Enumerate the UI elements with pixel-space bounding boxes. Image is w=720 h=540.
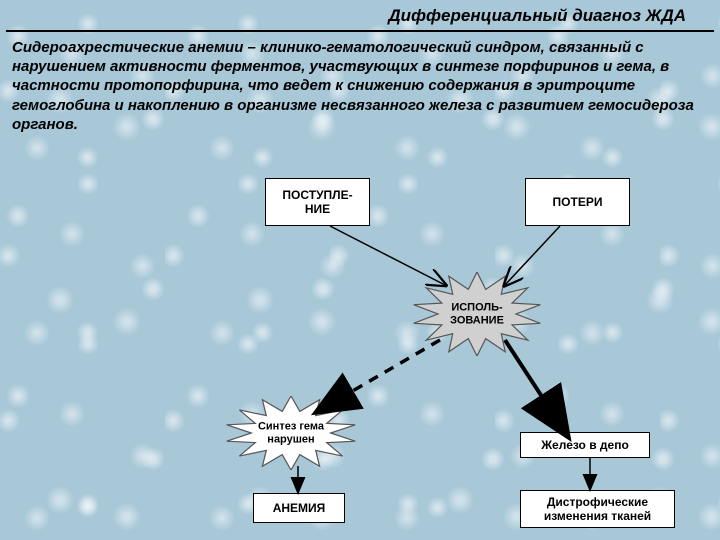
slide-title: Дифференциальный диагноз ЖДА: [0, 6, 710, 26]
node-intake-label: ПОСТУПЛЕ-НИЕ: [282, 188, 352, 216]
node-use-label: ИСПОЛЬ-ЗОВАНИЕ: [412, 301, 542, 326]
node-anemia: АНЕМИЯ: [253, 493, 345, 523]
node-losses: ПОТЕРИ: [525, 178, 630, 226]
title-rule: [6, 30, 714, 32]
node-heme-label: Синтез геманарушен: [225, 420, 357, 445]
node-dystroph-label: Дистрофическиеизменения тканей: [544, 495, 651, 523]
node-losses-label: ПОТЕРИ: [553, 195, 603, 209]
slide-canvas: Дифференциальный диагноз ЖДА Сидероахрес…: [0, 0, 720, 540]
node-anemia-label: АНЕМИЯ: [273, 501, 326, 515]
intro-paragraph: Сидероахрестические анемии – клинико-гем…: [12, 38, 708, 134]
node-intake: ПОСТУПЛЕ-НИЕ: [265, 178, 370, 226]
node-dystroph: Дистрофическиеизменения тканей: [520, 490, 675, 528]
node-depot-label: Железо в депо: [541, 438, 629, 452]
node-use: ИСПОЛЬ-ЗОВАНИЕ: [412, 272, 542, 356]
node-depot: Железо в депо: [520, 432, 650, 458]
node-heme: Синтез геманарушен: [225, 396, 357, 470]
